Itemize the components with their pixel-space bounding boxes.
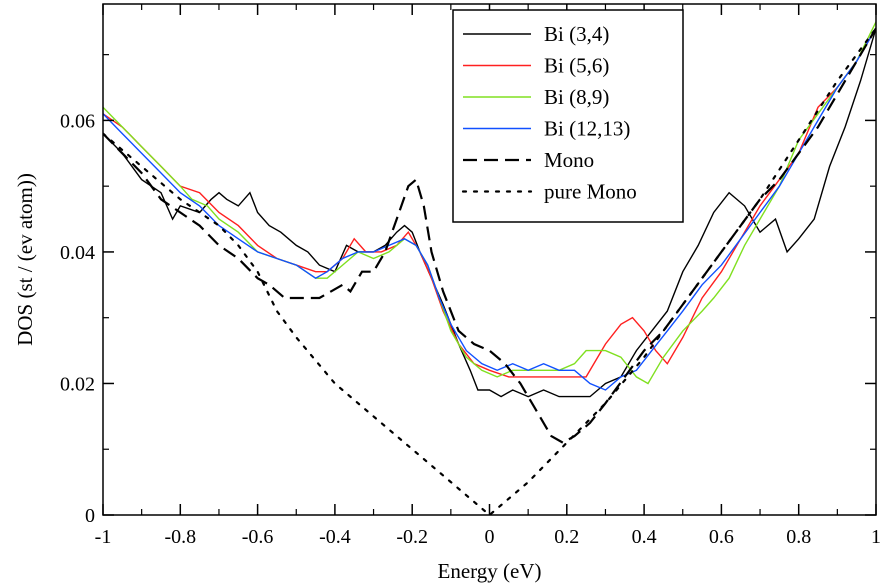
y-tick-label: 0.02 [60,373,95,395]
series-line-6 [103,27,876,515]
x-tick-label: 0.8 [786,526,811,548]
x-tick-label: 0.6 [709,526,734,548]
series-line-4 [103,27,876,391]
x-tick-label: 0.2 [554,526,579,548]
legend-label-1: Bi (3,4) [544,22,609,46]
legend-label-6: pure Mono [544,180,637,204]
x-tick-label: -0.4 [319,526,351,548]
x-tick-label: -0.8 [164,526,196,548]
legend-label-2: Bi (5,6) [544,54,609,78]
x-axis-title: Energy (eV) [438,559,542,583]
y-tick-label: 0 [85,505,95,527]
x-tick-label: 0.4 [632,526,657,548]
x-tick-label: 0 [485,526,495,548]
x-tick-label: -1 [95,526,112,548]
series-line-3 [103,21,876,385]
legend-label-5: Mono [544,148,594,172]
y-axis-title: DOS (st / (ev atom)) [13,173,37,346]
legend-label-4: Bi (12,13) [544,117,630,141]
x-tick-label: 1 [871,526,881,548]
y-tick-label: 0.04 [60,242,95,264]
x-tick-label: -0.2 [396,526,428,548]
legend-box [452,9,684,223]
x-tick-label: -0.6 [242,526,274,548]
y-tick-label: 0.06 [60,110,95,132]
legend-label-3: Bi (8,9) [544,85,609,109]
